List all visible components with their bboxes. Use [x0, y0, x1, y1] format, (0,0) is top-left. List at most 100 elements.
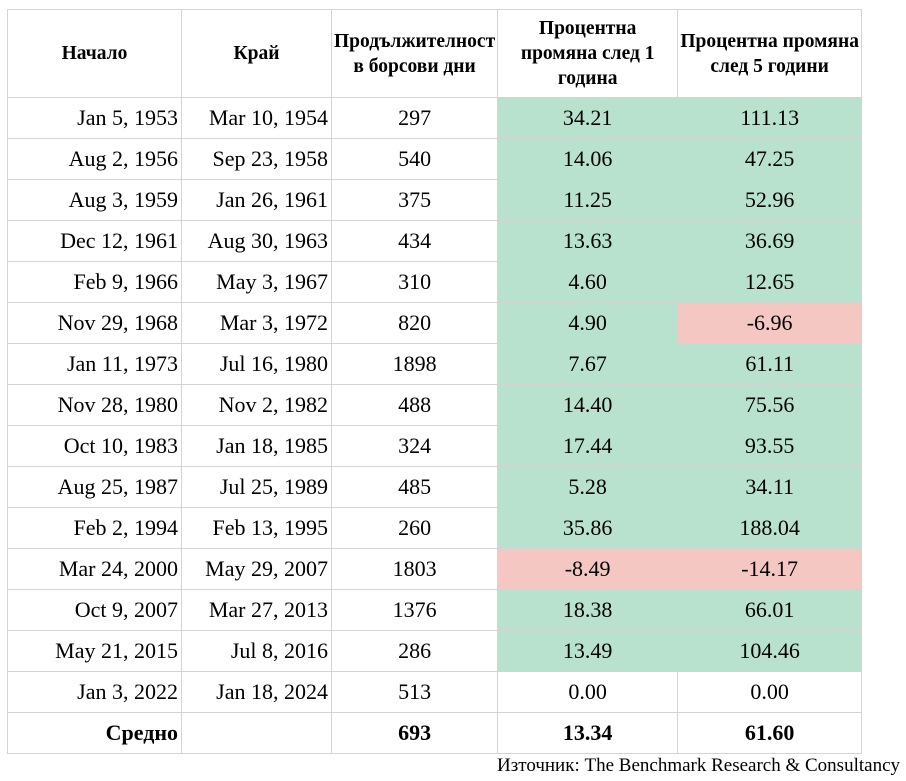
table-row: Jan 5, 1953 Mar 10, 1954 297 34.21 111.13: [7, 97, 863, 139]
cell-end: Mar 3, 1972: [181, 302, 332, 344]
cell-end: Jul 25, 1989: [181, 466, 332, 508]
cell-start: Oct 9, 2007: [7, 589, 182, 631]
header-row: Начало Край Продължителност в борсови дн…: [7, 9, 863, 98]
cell-start: Aug 25, 1987: [7, 466, 182, 508]
table-row: Nov 28, 1980 Nov 2, 1982 488 14.40 75.56: [7, 384, 863, 426]
table-row: Aug 3, 1959 Jan 26, 1961 375 11.25 52.96: [7, 179, 863, 221]
table-row: Mar 24, 2000 May 29, 2007 1803 -8.49 -14.17: [7, 548, 863, 590]
cell-change-1y: 34.21: [497, 97, 679, 139]
cell-start: Nov 29, 1968: [7, 302, 182, 344]
average-end: [181, 712, 332, 754]
drawdown-table: Начало Край Продължителност в борсови дн…: [7, 9, 863, 754]
cell-duration: 260: [330, 507, 499, 549]
average-change-5y: 61.60: [677, 712, 863, 754]
cell-change-5y: 61.11: [677, 343, 863, 385]
cell-start: Jan 5, 1953: [7, 97, 182, 139]
cell-end: Feb 13, 1995: [181, 507, 332, 549]
header-change-1y: Процентна промяна след 1 година: [497, 9, 679, 98]
cell-start: Nov 28, 1980: [7, 384, 182, 426]
cell-end: May 29, 2007: [181, 548, 332, 590]
table-row: Oct 9, 2007 Mar 27, 2013 1376 18.38 66.01: [7, 589, 863, 631]
cell-change-1y: 35.86: [497, 507, 679, 549]
cell-start: Mar 24, 2000: [7, 548, 182, 590]
cell-end: Sep 23, 1958: [181, 138, 332, 180]
table-row: Aug 25, 1987 Jul 25, 1989 485 5.28 34.11: [7, 466, 863, 508]
cell-change-5y: -6.96: [677, 302, 863, 344]
cell-change-5y: 12.65: [677, 261, 863, 303]
cell-duration: 540: [330, 138, 499, 180]
cell-change-1y: 13.49: [497, 630, 679, 672]
cell-end: Jan 18, 2024: [181, 671, 332, 713]
cell-duration: 324: [330, 425, 499, 467]
cell-duration: 310: [330, 261, 499, 303]
cell-duration: 485: [330, 466, 499, 508]
table-row: Aug 2, 1956 Sep 23, 1958 540 14.06 47.25: [7, 138, 863, 180]
cell-end: May 3, 1967: [181, 261, 332, 303]
cell-start: Feb 9, 1966: [7, 261, 182, 303]
cell-duration: 488: [330, 384, 499, 426]
cell-change-1y: 13.63: [497, 220, 679, 262]
cell-duration: 1898: [330, 343, 499, 385]
cell-change-5y: 52.96: [677, 179, 863, 221]
cell-start: May 21, 2015: [7, 630, 182, 672]
cell-change-5y: 0.00: [677, 671, 863, 713]
cell-start: Dec 12, 1961: [7, 220, 182, 262]
header-end: Край: [181, 9, 332, 98]
cell-duration: 375: [330, 179, 499, 221]
cell-change-1y: 18.38: [497, 589, 679, 631]
cell-duration: 1376: [330, 589, 499, 631]
cell-start: Feb 2, 1994: [7, 507, 182, 549]
table-row: Dec 12, 1961 Aug 30, 1963 434 13.63 36.69: [7, 220, 863, 262]
table-body: Jan 5, 1953 Mar 10, 1954 297 34.21 111.13 Aug…: [7, 97, 863, 713]
cell-duration: 513: [330, 671, 499, 713]
cell-change-5y: -14.17: [677, 548, 863, 590]
header-start: Начало: [7, 9, 182, 98]
cell-end: Jul 16, 1980: [181, 343, 332, 385]
cell-change-1y: -8.49: [497, 548, 679, 590]
table-row: Feb 9, 1966 May 3, 1967 310 4.60 12.65: [7, 261, 863, 303]
cell-change-1y: 4.60: [497, 261, 679, 303]
cell-end: Nov 2, 1982: [181, 384, 332, 426]
cell-change-5y: 36.69: [677, 220, 863, 262]
cell-end: Mar 10, 1954: [181, 97, 332, 139]
cell-start: Jan 11, 1973: [7, 343, 182, 385]
cell-change-1y: 14.40: [497, 384, 679, 426]
cell-end: Aug 30, 1963: [181, 220, 332, 262]
cell-duration: 297: [330, 97, 499, 139]
cell-change-5y: 93.55: [677, 425, 863, 467]
average-duration: 693: [330, 712, 499, 754]
cell-change-5y: 66.01: [677, 589, 863, 631]
table-row: May 21, 2015 Jul 8, 2016 286 13.49 104.46: [7, 630, 863, 672]
cell-change-1y: 14.06: [497, 138, 679, 180]
cell-change-5y: 75.56: [677, 384, 863, 426]
cell-duration: 1803: [330, 548, 499, 590]
header-duration: Продължителност в борсови дни: [330, 9, 499, 98]
cell-start: Oct 10, 1983: [7, 425, 182, 467]
table-row: Jan 11, 1973 Jul 16, 1980 1898 7.67 61.11: [7, 343, 863, 385]
cell-change-1y: 5.28: [497, 466, 679, 508]
cell-change-5y: 47.25: [677, 138, 863, 180]
cell-end: Mar 27, 2013: [181, 589, 332, 631]
table-row: Oct 10, 1983 Jan 18, 1985 324 17.44 93.55: [7, 425, 863, 467]
cell-start: Aug 3, 1959: [7, 179, 182, 221]
cell-change-5y: 111.13: [677, 97, 863, 139]
cell-change-1y: 11.25: [497, 179, 679, 221]
average-change-1y: 13.34: [497, 712, 679, 754]
cell-start: Jan 3, 2022: [7, 671, 182, 713]
header-change-5y: Процентна промяна след 5 години: [677, 9, 863, 98]
source-note: Източник: The Benchmark Research & Consu…: [497, 755, 900, 776]
cell-duration: 434: [330, 220, 499, 262]
average-row: Средно 693 13.34 61.60: [7, 712, 863, 754]
cell-change-1y: 0.00: [497, 671, 679, 713]
cell-change-5y: 104.46: [677, 630, 863, 672]
table-row: Feb 2, 1994 Feb 13, 1995 260 35.86 188.04: [7, 507, 863, 549]
cell-start: Aug 2, 1956: [7, 138, 182, 180]
cell-duration: 286: [330, 630, 499, 672]
cell-end: Jan 26, 1961: [181, 179, 332, 221]
cell-change-1y: 17.44: [497, 425, 679, 467]
table-row: Nov 29, 1968 Mar 3, 1972 820 4.90 -6.96: [7, 302, 863, 344]
cell-duration: 820: [330, 302, 499, 344]
cell-change-1y: 4.90: [497, 302, 679, 344]
cell-end: Jul 8, 2016: [181, 630, 332, 672]
cell-change-1y: 7.67: [497, 343, 679, 385]
